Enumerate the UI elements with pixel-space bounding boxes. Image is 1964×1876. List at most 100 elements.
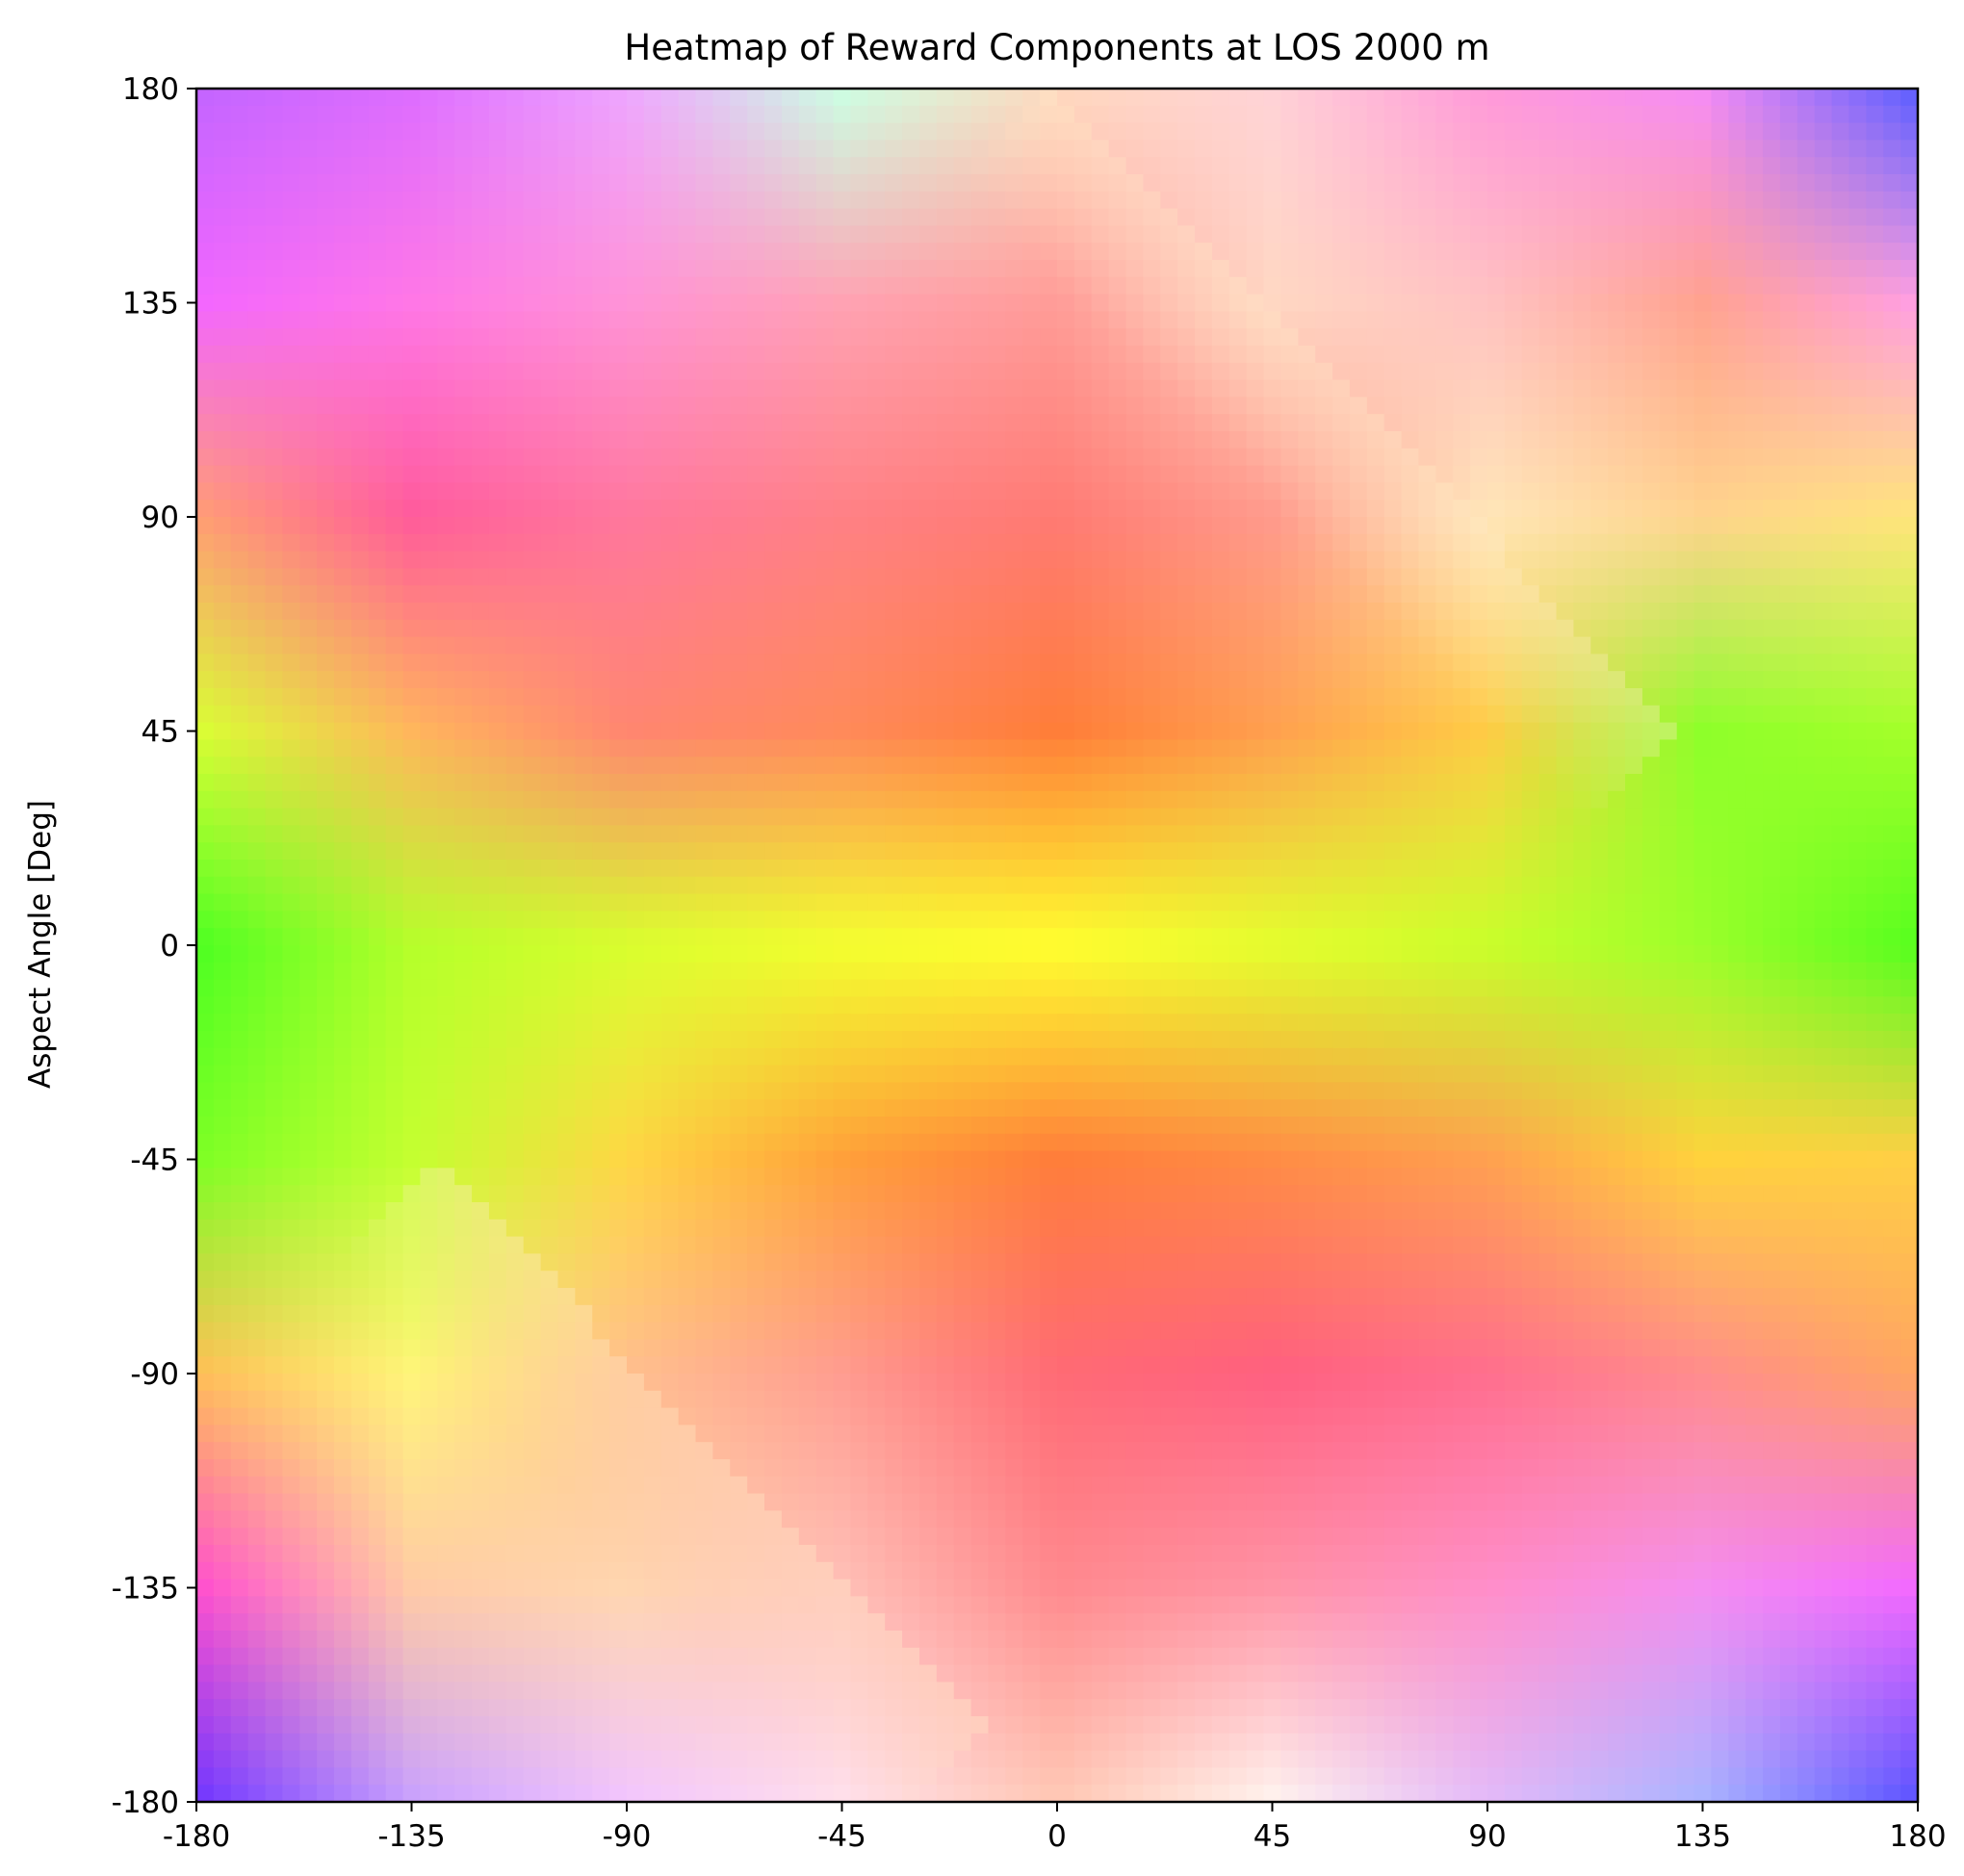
heatmap-cell: [1005, 157, 1023, 175]
heatmap-cell: [1211, 533, 1230, 553]
heatmap-cell: [1263, 517, 1282, 535]
heatmap-cell: [1763, 671, 1781, 689]
heatmap-cell: [885, 705, 903, 724]
heatmap-cell: [918, 260, 938, 278]
heatmap-cell: [505, 705, 525, 724]
heatmap-cell: [1435, 893, 1454, 912]
heatmap-cell: [1866, 482, 1884, 501]
heatmap-cell: [1040, 876, 1058, 895]
heatmap-cell: [1608, 140, 1626, 158]
heatmap-cell: [385, 140, 404, 158]
heatmap-cell: [850, 517, 868, 535]
heatmap-cell: [1349, 585, 1368, 604]
heatmap-cell: [1195, 757, 1213, 775]
heatmap-cell: [1796, 774, 1816, 792]
heatmap-cell: [1160, 311, 1178, 329]
heatmap-cell: [523, 603, 542, 621]
heatmap-cell: [712, 860, 731, 878]
heatmap-cell: [402, 243, 422, 261]
heatmap-cell: [247, 688, 267, 707]
heatmap-cell: [1366, 705, 1385, 724]
heatmap-cell: [1383, 379, 1403, 398]
heatmap-cell: [1608, 928, 1626, 946]
heatmap-cell: [420, 876, 438, 895]
heatmap-cell: [299, 105, 318, 124]
heatmap-cell: [557, 842, 576, 861]
heatmap-cell: [1315, 328, 1333, 347]
heatmap-cell: [317, 825, 335, 843]
heatmap-cell: [454, 276, 473, 296]
heatmap-cell: [1763, 774, 1781, 792]
heatmap-cell: [850, 842, 868, 861]
heatmap-cell: [230, 276, 249, 296]
heatmap-cell: [1487, 208, 1506, 226]
heatmap-cell: [815, 654, 835, 672]
heatmap-cell: [540, 739, 559, 758]
heatmap-cell: [1022, 876, 1041, 895]
heatmap-cell: [1659, 328, 1678, 347]
heatmap-cell: [299, 346, 318, 364]
heatmap-cell: [1091, 482, 1110, 501]
heatmap-cell: [1228, 379, 1248, 398]
heatmap-cell: [1573, 379, 1591, 398]
heatmap-cell: [420, 191, 438, 210]
heatmap-cell: [557, 808, 576, 826]
heatmap-cell: [781, 705, 800, 724]
heatmap-cell: [1556, 688, 1574, 707]
heatmap-cell: [1280, 431, 1299, 450]
heatmap-cell: [488, 893, 507, 912]
heatmap-cell: [299, 619, 318, 638]
heatmap-cell: [1900, 294, 1919, 312]
heatmap-cell: [1676, 500, 1695, 518]
heatmap-cell: [1125, 294, 1144, 312]
heatmap-cell: [1315, 893, 1333, 912]
heatmap-cell: [1418, 911, 1436, 929]
heatmap-cell: [609, 431, 628, 450]
heatmap-cell: [1848, 311, 1867, 329]
heatmap-cell: [1745, 654, 1764, 672]
heatmap-cell: [317, 568, 335, 586]
heatmap-cell: [1556, 276, 1574, 296]
heatmap-cell: [798, 928, 817, 946]
heatmap-cell: [1211, 928, 1230, 946]
heatmap-cell: [988, 157, 1006, 175]
heatmap-cell: [1745, 294, 1764, 312]
heatmap-cell: [350, 860, 370, 878]
heatmap-cell: [402, 842, 422, 861]
heatmap-cell: [1641, 157, 1661, 175]
heatmap-cell: [1160, 122, 1178, 141]
heatmap-cell: [867, 568, 886, 586]
heatmap-cell: [885, 603, 903, 621]
heatmap-cell: [472, 448, 490, 467]
heatmap-cell: [1177, 790, 1196, 810]
heatmap-cell: [523, 705, 542, 724]
heatmap-cell: [678, 790, 697, 810]
heatmap-cell: [1453, 705, 1471, 724]
heatmap-cell: [1487, 842, 1506, 861]
heatmap-cell: [1228, 140, 1248, 158]
heatmap-cell: [1280, 757, 1299, 775]
heatmap-cell: [850, 448, 868, 467]
heatmap-cell: [781, 122, 800, 141]
heatmap-cell: [1625, 89, 1643, 107]
heatmap-cell: [867, 825, 886, 843]
heatmap-cell: [1401, 379, 1420, 398]
heatmap-cell: [1298, 89, 1316, 107]
heatmap-cell: [1418, 808, 1436, 826]
heatmap-cell: [1659, 568, 1678, 586]
heatmap-cell: [1315, 105, 1333, 124]
heatmap-cell: [1108, 739, 1127, 758]
heatmap-cell: [1315, 928, 1333, 946]
heatmap-cell: [833, 89, 852, 107]
heatmap-cell: [505, 328, 525, 347]
heatmap-cell: [1160, 551, 1178, 569]
heatmap-cell: [402, 533, 422, 553]
heatmap-cell: [1366, 174, 1385, 193]
heatmap-cell: [815, 157, 835, 175]
heatmap-cell: [1332, 722, 1351, 740]
heatmap-cell: [1796, 551, 1816, 569]
heatmap-cell: [213, 790, 232, 810]
heatmap-cell: [1091, 105, 1110, 124]
heatmap-cell: [1453, 757, 1471, 775]
heatmap-cell: [575, 808, 593, 826]
